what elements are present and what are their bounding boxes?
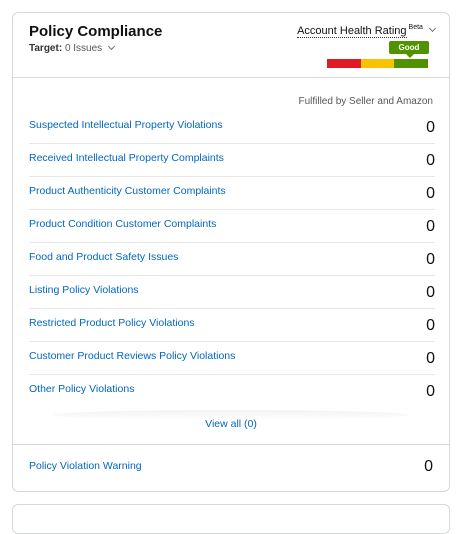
health-bar-yellow-segment [361, 59, 394, 68]
list-item: Suspected Intellectual Property Violatio… [29, 111, 435, 144]
list-item: Restricted Product Policy Violations 0 [29, 309, 435, 342]
list-item: Product Condition Customer Complaints 0 [29, 210, 435, 243]
chevron-down-icon [428, 24, 437, 32]
violation-count: 0 [426, 152, 435, 169]
violation-count: 0 [426, 119, 435, 136]
violation-link[interactable]: Restricted Product Policy Violations [29, 317, 195, 329]
list-item: Other Policy Violations 0 [29, 375, 435, 407]
health-bar-green-segment [394, 59, 428, 68]
chevron-down-icon [107, 42, 116, 51]
policy-violation-warning-count: 0 [424, 458, 433, 475]
badge-pointer [406, 54, 414, 58]
violation-link[interactable]: Product Condition Customer Complaints [29, 218, 217, 230]
violation-link[interactable]: Customer Product Reviews Policy Violatio… [29, 350, 236, 362]
next-card [12, 504, 450, 534]
violation-link[interactable]: Product Authenticity Customer Complaints [29, 185, 226, 197]
view-all-link[interactable]: View all (0) [205, 418, 257, 430]
policy-compliance-card: Policy Compliance Target: 0 Issues Accou… [12, 12, 450, 492]
violation-link[interactable]: Received Intellectual Property Complaint… [29, 152, 224, 164]
fulfillment-column-header: Fulfilled by Seller and Amazon [298, 96, 433, 107]
divider [13, 444, 449, 445]
list-item: Product Authenticity Customer Complaints… [29, 177, 435, 210]
violation-link[interactable]: Suspected Intellectual Property Violatio… [29, 119, 223, 131]
card-title: Policy Compliance [29, 23, 163, 40]
list-item: Received Intellectual Property Complaint… [29, 144, 435, 177]
violation-count: 0 [426, 383, 435, 400]
account-health-rating-dropdown[interactable]: Account Health Rating Beta [297, 24, 437, 38]
separator-shadow [53, 410, 409, 420]
target-dropdown[interactable]: Target: 0 Issues [29, 42, 116, 54]
violation-list: Suspected Intellectual Property Violatio… [29, 111, 435, 407]
violation-count: 0 [426, 218, 435, 235]
view-all-section: View all (0) [13, 410, 449, 444]
target-label: Target: [29, 43, 63, 54]
target-value: 0 Issues [64, 43, 103, 54]
violation-count: 0 [426, 317, 435, 334]
violation-link[interactable]: Listing Policy Violations [29, 284, 139, 296]
beta-tag: Beta [408, 24, 423, 31]
violation-count: 0 [426, 284, 435, 301]
list-item: Food and Product Safety Issues 0 [29, 243, 435, 276]
policy-violation-warning-link[interactable]: Policy Violation Warning [29, 460, 142, 472]
violation-link[interactable]: Food and Product Safety Issues [29, 251, 179, 263]
card-header: Policy Compliance Target: 0 Issues Accou… [13, 13, 449, 78]
violation-count: 0 [426, 350, 435, 367]
account-health-rating-label: Account Health Rating [297, 24, 407, 38]
health-bar-red-segment [327, 59, 361, 68]
health-status-badge: Good [389, 41, 429, 54]
list-item: Listing Policy Violations 0 [29, 276, 435, 309]
violation-link[interactable]: Other Policy Violations [29, 383, 135, 395]
violation-count: 0 [426, 251, 435, 268]
list-item: Customer Product Reviews Policy Violatio… [29, 342, 435, 375]
health-rating-bar [327, 59, 428, 68]
violation-count: 0 [426, 185, 435, 202]
